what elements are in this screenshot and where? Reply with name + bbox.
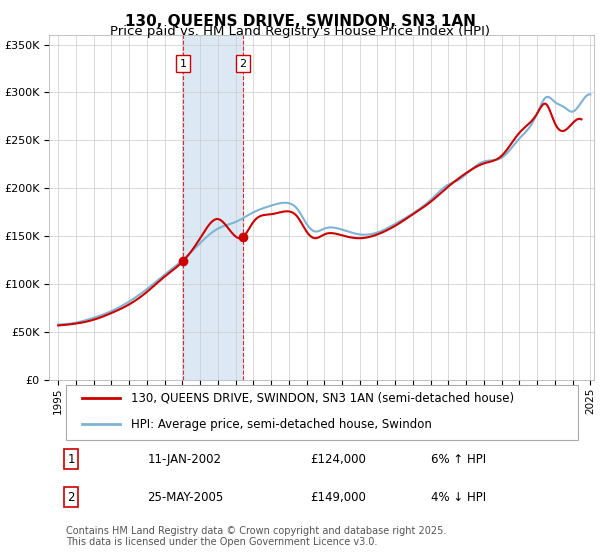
Text: £124,000: £124,000 <box>311 453 367 466</box>
Text: Contains HM Land Registry data © Crown copyright and database right 2025.
This d: Contains HM Land Registry data © Crown c… <box>66 526 446 547</box>
Text: HPI: Average price, semi-detached house, Swindon: HPI: Average price, semi-detached house,… <box>131 418 432 431</box>
Text: 130, QUEENS DRIVE, SWINDON, SN3 1AN (semi-detached house): 130, QUEENS DRIVE, SWINDON, SN3 1AN (sem… <box>131 391 514 404</box>
Text: 2: 2 <box>239 59 246 69</box>
Text: 4% ↓ HPI: 4% ↓ HPI <box>431 491 485 503</box>
Bar <box>183 35 243 380</box>
Text: Price paid vs. HM Land Registry's House Price Index (HPI): Price paid vs. HM Land Registry's House … <box>110 25 490 38</box>
Text: 2: 2 <box>67 491 75 503</box>
Text: 11-JAN-2002: 11-JAN-2002 <box>148 453 221 466</box>
Text: 25-MAY-2005: 25-MAY-2005 <box>148 491 224 503</box>
Text: 1: 1 <box>179 59 187 69</box>
Text: 1: 1 <box>67 453 75 466</box>
Text: £149,000: £149,000 <box>311 491 367 503</box>
FancyBboxPatch shape <box>66 385 578 440</box>
Text: 6% ↑ HPI: 6% ↑ HPI <box>431 453 485 466</box>
Text: 130, QUEENS DRIVE, SWINDON, SN3 1AN: 130, QUEENS DRIVE, SWINDON, SN3 1AN <box>125 14 475 29</box>
